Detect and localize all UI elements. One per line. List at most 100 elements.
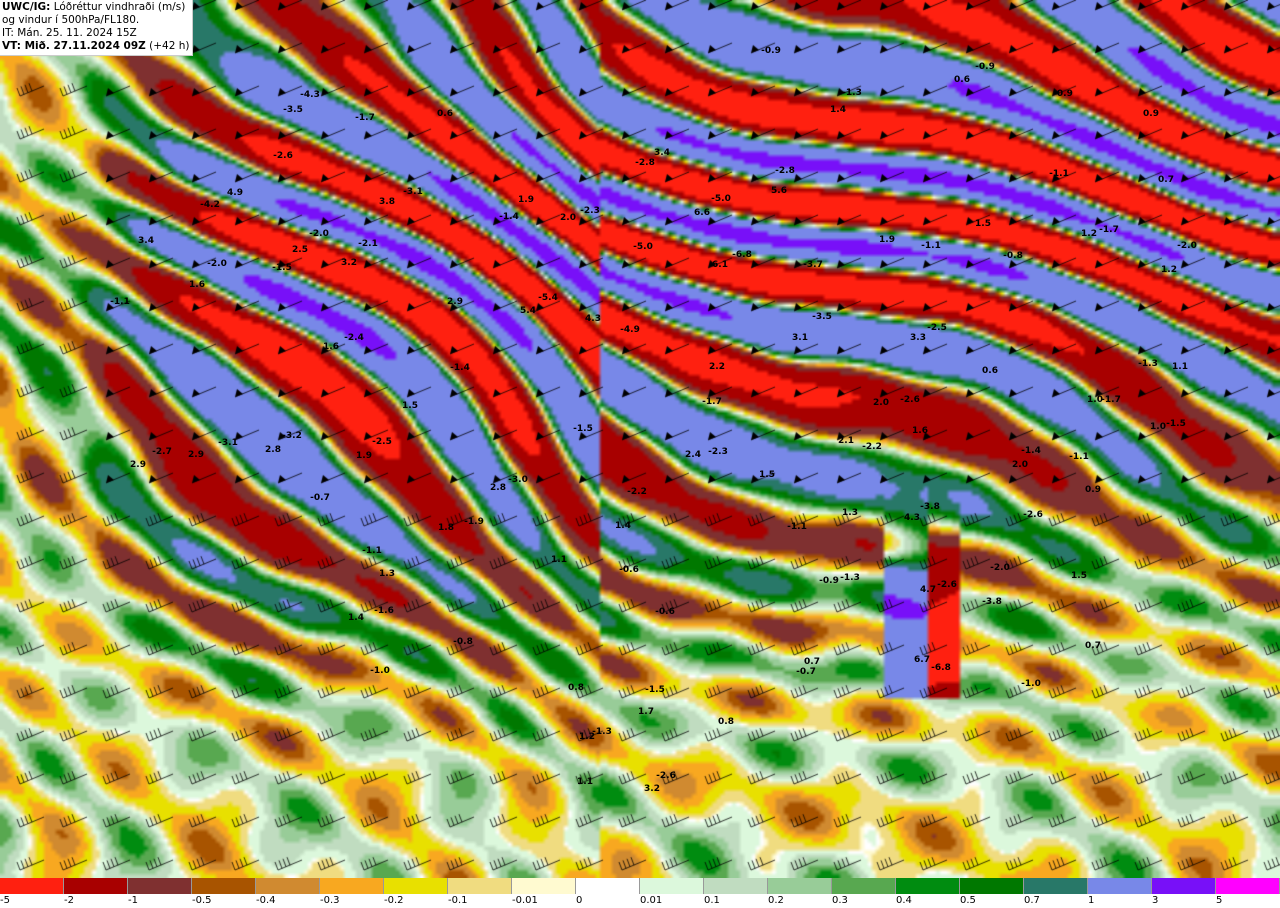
map-value-label: 2.2 [709, 362, 725, 372]
legend-tick-label: 5 [1216, 895, 1223, 906]
map-value-label: 0.9 [1085, 485, 1101, 495]
product-subtitle: og vindur í 500hPa/FL180. [2, 14, 140, 26]
map-value-label: -2.5 [927, 323, 947, 333]
map-value-label: -2.0 [309, 229, 329, 239]
map-value-label: -1.1 [921, 241, 941, 251]
legend-tick-label: -0.5 [192, 895, 212, 906]
legend-tick-label: 0.4 [896, 895, 912, 906]
map-value-label: 1.6 [912, 426, 928, 436]
map-value-label: -1.5 [645, 685, 665, 695]
map-value-label: -3.0 [508, 475, 528, 485]
map-value-label: -2.3 [708, 447, 728, 457]
issue-time: IT: Mán. 25. 11. 2024 15Z [2, 27, 137, 39]
map-value-label: 3.4 [138, 236, 154, 246]
map-value-label: 1.2 [1161, 265, 1177, 275]
map-value-label: -6.8 [931, 663, 951, 673]
map-value-label: -3.8 [982, 597, 1002, 607]
color-legend: -5 -2 -1 -0.5 -0.4 -0.3 -0.2 -0.1 -0.01 0 0.01 0.1 0… [0, 878, 1280, 908]
map-value-label: 0.9 [1143, 109, 1159, 119]
map-value-label: 1.3 [842, 508, 858, 518]
map-value-label: 1.9 [879, 235, 895, 245]
map-value-label: -1.1 [787, 522, 807, 532]
map-value-label: 2.8 [490, 483, 506, 493]
map-value-label: -0.8 [1003, 251, 1023, 261]
legend-swatch [128, 878, 192, 894]
map-value-label: -2.6 [656, 771, 676, 781]
map-value-label: -0.6 [655, 607, 675, 617]
map-value-label: 1.1 [577, 777, 593, 787]
map-value-label: -0.7 [796, 667, 816, 677]
map-value-label: -1.3 [1138, 359, 1158, 369]
map-value-label: -2.5 [372, 437, 392, 447]
valid-time: VT: Mið. 27.11.2024 09Z [2, 40, 146, 52]
map-value-label: -1.5 [272, 263, 292, 273]
map-value-label: -2.2 [627, 487, 647, 497]
weather-map[interactable]: -4.3 -3.5 -1.7 0.6 -2.6 -3.1 3.8 -4.2 4.9 3.4 -2.0… [0, 0, 1280, 878]
map-value-label: 1.5 [759, 470, 775, 480]
map-value-label: 0.6 [437, 109, 453, 119]
map-value-label: 1.1 [551, 555, 567, 565]
product-code: UWC/IG: [2, 1, 51, 13]
map-value-label: 0.7 [804, 657, 820, 667]
legend-tick-label: 0.1 [704, 895, 720, 906]
map-value-label: -2.8 [775, 166, 795, 176]
map-value-label: 0.6 [982, 366, 998, 376]
legend-tick-label: 0.7 [1024, 895, 1040, 906]
map-value-label: -1.7 [1101, 395, 1121, 405]
legend-swatch [0, 878, 64, 894]
map-value-label: 1.8 [438, 523, 454, 533]
map-value-label: 1.5 [975, 219, 991, 229]
map-value-label: 0.8 [718, 717, 734, 727]
map-value-label: -4.2 [200, 200, 220, 210]
map-value-label: -4.3 [300, 90, 320, 100]
map-value-label: -0.9 [819, 576, 839, 586]
map-value-label: 2.9 [447, 297, 463, 307]
map-title-box: UWC/IG: Lóðréttur vindhraði (m/s) og vin… [0, 0, 194, 56]
map-value-label: -1.1 [1049, 169, 1069, 179]
map-value-label: 1.2 [579, 732, 595, 742]
map-value-label: -3.2 [282, 431, 302, 441]
map-value-label: 4.9 [227, 188, 243, 198]
map-value-label: 1.7 [638, 707, 654, 717]
map-value-label: -2.0 [990, 563, 1010, 573]
legend-swatch [512, 878, 576, 894]
map-value-label: 1.4 [830, 105, 846, 115]
map-value-label: 1.6 [323, 342, 339, 352]
legend-tick-label: 0.5 [960, 895, 976, 906]
map-value-label: -3.5 [283, 105, 303, 115]
map-value-label: -1.4 [1021, 446, 1041, 456]
map-value-label: 1.4 [615, 521, 631, 531]
map-value-label: 3.4 [654, 148, 670, 158]
map-value-label: 5.6 [771, 186, 787, 196]
legend-swatch [256, 878, 320, 894]
map-value-label: -0.7 [310, 493, 330, 503]
map-value-label: -1.7 [355, 113, 375, 123]
map-value-label: -0.9 [761, 46, 781, 56]
legend-swatch [832, 878, 896, 894]
product-name: Lóðréttur vindhraði (m/s) [53, 1, 186, 13]
map-value-label: -0.8 [453, 637, 473, 647]
legend-swatch [448, 878, 512, 894]
legend-tick-label: 0 [576, 895, 583, 906]
map-value-label: 0.7 [1085, 641, 1101, 651]
map-value-label: 1.0 [1087, 395, 1103, 405]
legend-tick-label: -1 [128, 895, 138, 906]
map-value-label: 6.1 [712, 260, 728, 270]
map-value-label: -1.6 [374, 606, 394, 616]
map-value-label: -6.8 [732, 250, 752, 260]
map-value-label: -1.0 [370, 666, 390, 676]
map-value-label: -1.7 [702, 397, 722, 407]
map-value-label: -1.4 [499, 212, 519, 222]
map-value-label: 6.7 [914, 655, 930, 665]
legend-tick-label: 0.2 [768, 895, 784, 906]
map-value-label: -1.7 [1099, 225, 1119, 235]
map-value-label: -3.1 [218, 438, 238, 448]
legend-swatch [64, 878, 128, 894]
map-value-label: -2.1 [358, 239, 378, 249]
legend-tick-label: -2 [64, 895, 74, 906]
map-value-label: -2.8 [635, 158, 655, 168]
map-value-label: 1.6 [189, 280, 205, 290]
map-value-label: 1.4 [348, 613, 364, 623]
map-value-label: -2.2 [862, 442, 882, 452]
map-value-label: -1.3 [592, 727, 612, 737]
